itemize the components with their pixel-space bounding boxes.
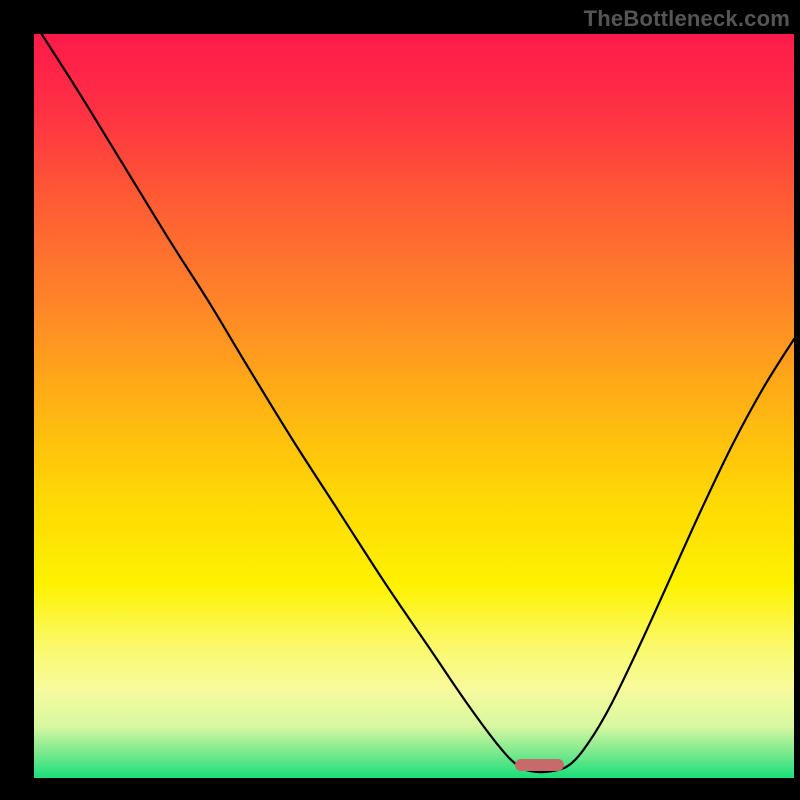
bottleneck-chart [34, 34, 794, 778]
watermark: TheBottleneck.com [584, 6, 790, 32]
gradient-background [34, 34, 794, 778]
chart-svg [34, 34, 794, 778]
optimal-marker [515, 759, 564, 771]
